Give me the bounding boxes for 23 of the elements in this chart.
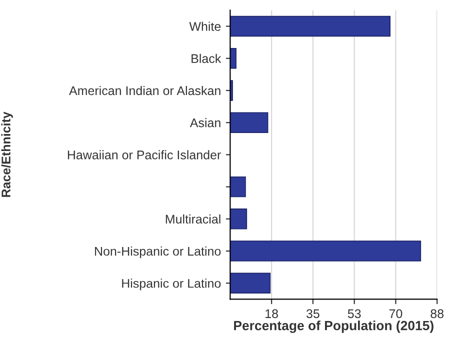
y-tick-label: Hispanic or Latino <box>122 278 221 290</box>
x-tick-label: 88 <box>430 309 444 318</box>
bar <box>230 16 390 37</box>
x-tick-label: 53 <box>348 309 361 318</box>
y-tick-label: Multiracial <box>166 214 220 224</box>
bar <box>230 272 271 294</box>
x-axis-title: Percentage of Population (2015) <box>234 320 434 333</box>
y-tick-label: White <box>189 22 221 31</box>
y-tick-label: Asian <box>190 118 220 128</box>
bar <box>230 240 422 262</box>
y-tick-label: Black <box>192 54 222 64</box>
x-tick-label: 35 <box>306 309 320 318</box>
y-tick-label: American Indian or Alaskan <box>69 86 220 96</box>
bar <box>230 80 233 101</box>
y-tick-label: Hawaiian or Pacific Islander <box>68 150 221 160</box>
bar <box>230 176 246 198</box>
bar <box>230 208 248 230</box>
y-tick-label: Non-Hispanic or Latino <box>95 246 221 258</box>
y-axis-title: Race/Ethnicity <box>1 112 13 197</box>
bar <box>230 48 236 69</box>
x-tick-label: 18 <box>266 309 278 318</box>
x-tick-label: 70 <box>389 309 402 318</box>
bar <box>230 112 268 133</box>
